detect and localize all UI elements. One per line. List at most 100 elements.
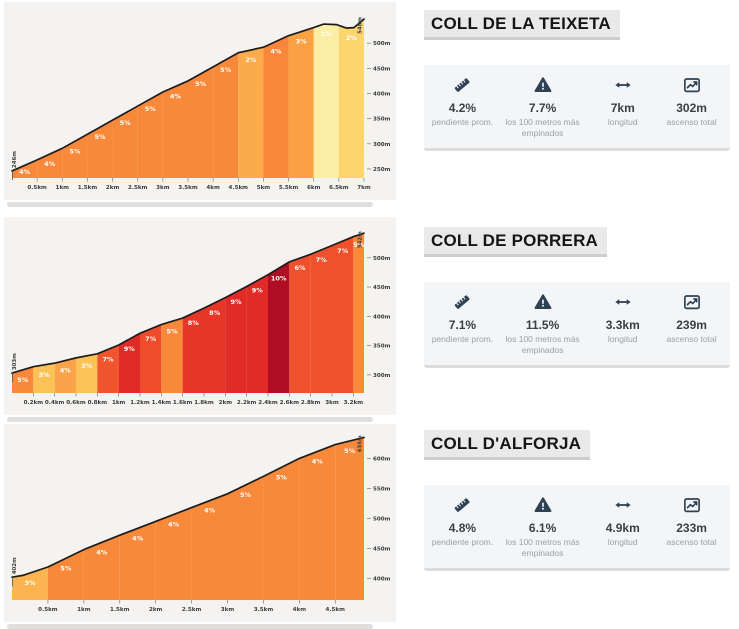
svg-text:400m: 400m: [373, 576, 391, 582]
svg-text:7%: 7%: [102, 355, 114, 363]
svg-text:5%: 5%: [353, 241, 365, 249]
svg-text:635m: 635m: [358, 435, 364, 452]
svg-text:1.4km: 1.4km: [152, 400, 172, 406]
svg-text:4km: 4km: [293, 607, 307, 613]
svg-text:0.5km: 0.5km: [27, 185, 47, 191]
svg-text:4%: 4%: [270, 47, 282, 55]
svg-text:4.5km: 4.5km: [326, 607, 346, 613]
svg-text:5%: 5%: [17, 376, 29, 384]
svg-text:4%: 4%: [19, 168, 31, 176]
svg-text:3.2km: 3.2km: [344, 400, 364, 406]
svg-text:5%: 5%: [166, 327, 178, 335]
stat-value: 7.7%: [528, 101, 557, 115]
climb-title: COLL DE PORRERA: [424, 227, 608, 254]
stat-avg-gradient: 4.8% pendiente prom.: [428, 496, 497, 548]
svg-text:0.6km: 0.6km: [66, 400, 86, 406]
stat-card: 7.1% pendiente prom. 11.5% los 100 metro…: [424, 282, 730, 368]
stat-label: longitud: [607, 537, 638, 547]
charts-column: 4% 4% 5% 5% 5% 5% 4% 5% 5% 2% 4% 3% 1% 2% 0.5km 1km 1.5k…: [4, 0, 404, 629]
svg-text:3%: 3%: [296, 38, 308, 46]
elevation-profile-svg: 4% 4% 5% 5% 5% 5% 4% 5% 5% 2% 4% 3% 1% 2% 0.5km 1km 1.5k…: [4, 2, 396, 200]
stat-label: ascenso total: [666, 117, 717, 127]
svg-text:2%: 2%: [245, 56, 257, 64]
svg-text:4%: 4%: [132, 534, 144, 542]
svg-text:3.5km: 3.5km: [254, 607, 274, 613]
stat-length: 4.9km longitud: [588, 496, 657, 548]
svg-text:1.5km: 1.5km: [110, 607, 130, 613]
stat-total-ascent: 233m ascenso total: [657, 496, 726, 548]
svg-text:3.5km: 3.5km: [178, 185, 198, 191]
svg-text:3%: 3%: [81, 362, 93, 370]
stat-steepest-100m: 6.1% los 100 metros más empinados: [497, 496, 589, 560]
svg-text:7%: 7%: [316, 256, 328, 264]
svg-text:6.5km: 6.5km: [329, 185, 349, 191]
stat-avg-gradient: 7.1% pendiente prom.: [428, 293, 497, 345]
stat-length: 7km longitud: [588, 76, 657, 128]
svg-text:4%: 4%: [96, 548, 108, 556]
svg-text:450m: 450m: [373, 285, 391, 291]
svg-text:0.4km: 0.4km: [45, 400, 65, 406]
svg-text:500m: 500m: [373, 41, 391, 47]
chart-bottom-bar: [7, 202, 373, 207]
svg-text:8%: 8%: [209, 309, 221, 317]
svg-text:2.6km: 2.6km: [280, 400, 300, 406]
svg-text:5%: 5%: [240, 491, 252, 499]
svg-text:5%: 5%: [220, 66, 232, 74]
svg-text:6km: 6km: [307, 185, 321, 191]
elevation-profile-svg: 5% 3% 4% 3% 7% 9% 7% 5% 8% 8% 9% 9% 10% 6% 7% 7% 5% 0.2km…: [4, 217, 396, 415]
svg-text:7km: 7km: [357, 185, 371, 191]
svg-text:400m: 400m: [373, 314, 391, 320]
ascent-chart-icon: [682, 293, 702, 311]
stat-total-ascent: 302m ascenso total: [657, 76, 726, 128]
stat-value: 6.1%: [528, 521, 557, 535]
elevation-chart-porrera: 5% 3% 4% 3% 7% 9% 7% 5% 8% 8% 9% 9% 10% 6% 7% 7% 5% 0.2km…: [4, 217, 396, 422]
stat-card: 4.8% pendiente prom. 6.1% los 100 metros…: [424, 485, 730, 571]
svg-text:5%: 5%: [94, 133, 106, 141]
svg-text:2.8km: 2.8km: [301, 400, 321, 406]
svg-text:1km: 1km: [56, 185, 70, 191]
stat-value: 7.1%: [448, 318, 477, 332]
svg-text:2km: 2km: [149, 607, 163, 613]
svg-text:550m: 550m: [373, 486, 391, 492]
svg-text:4%: 4%: [44, 160, 56, 168]
svg-text:1%: 1%: [321, 30, 333, 38]
svg-text:4%: 4%: [312, 458, 324, 466]
svg-text:2km: 2km: [106, 185, 120, 191]
svg-text:246m: 246m: [12, 151, 18, 168]
svg-text:2.5km: 2.5km: [128, 185, 148, 191]
stat-label: longitud: [607, 117, 638, 127]
svg-text:6%: 6%: [294, 264, 306, 272]
svg-text:4%: 4%: [204, 507, 216, 515]
stat-label: los 100 metros más empinados: [505, 117, 580, 139]
svg-text:5%: 5%: [195, 80, 207, 88]
svg-text:5%: 5%: [120, 119, 132, 127]
svg-text:0.8km: 0.8km: [88, 400, 108, 406]
stat-label: pendiente prom.: [431, 334, 494, 344]
svg-text:2%: 2%: [346, 34, 358, 42]
stat-label: longitud: [607, 334, 638, 344]
stat-value: 4.8%: [448, 521, 477, 535]
svg-text:1km: 1km: [77, 607, 91, 613]
svg-text:3km: 3km: [325, 400, 339, 406]
svg-text:9%: 9%: [124, 345, 136, 353]
svg-text:3km: 3km: [221, 607, 235, 613]
svg-text:4%: 4%: [60, 367, 72, 375]
svg-text:500m: 500m: [373, 516, 391, 522]
ruler-icon: [452, 293, 472, 311]
warning-icon: [533, 496, 553, 514]
stat-label: los 100 metros más empinados: [505, 537, 580, 559]
stat-value: 3.3km: [605, 318, 640, 332]
svg-text:5%: 5%: [344, 447, 356, 455]
svg-text:500m: 500m: [373, 256, 391, 262]
svg-text:1.6km: 1.6km: [173, 400, 193, 406]
svg-text:9%: 9%: [252, 287, 264, 295]
svg-text:5km: 5km: [257, 185, 271, 191]
stat-value: 302m: [676, 101, 707, 115]
ascent-chart-icon: [682, 76, 702, 94]
stat-value: 7km: [610, 101, 635, 115]
stat-steepest-100m: 7.7% los 100 metros más empinados: [497, 76, 589, 140]
svg-text:548m: 548m: [358, 17, 364, 34]
svg-text:5%: 5%: [69, 147, 81, 155]
stat-card: 4.2% pendiente prom. 7.7% los 100 metros…: [424, 65, 730, 151]
svg-text:2.2km: 2.2km: [237, 400, 257, 406]
